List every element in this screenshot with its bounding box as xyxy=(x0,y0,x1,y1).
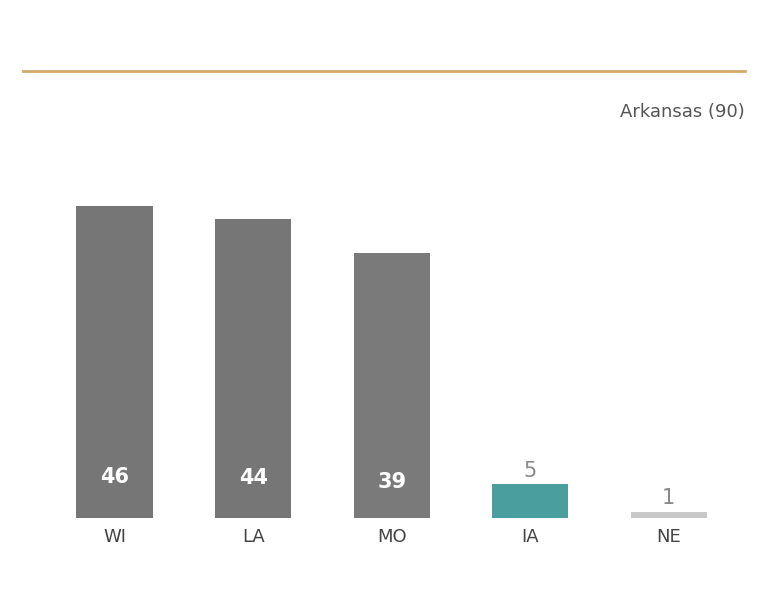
Bar xyxy=(215,219,291,518)
Text: 44: 44 xyxy=(239,468,267,488)
Text: 46: 46 xyxy=(100,467,129,487)
Bar xyxy=(631,511,707,518)
Text: 39: 39 xyxy=(377,472,406,492)
Bar xyxy=(353,253,430,518)
Text: 5: 5 xyxy=(524,461,537,481)
Text: 1: 1 xyxy=(662,488,675,508)
Bar xyxy=(77,206,153,518)
Bar xyxy=(492,484,568,518)
Text: Arkansas (90): Arkansas (90) xyxy=(621,103,745,121)
